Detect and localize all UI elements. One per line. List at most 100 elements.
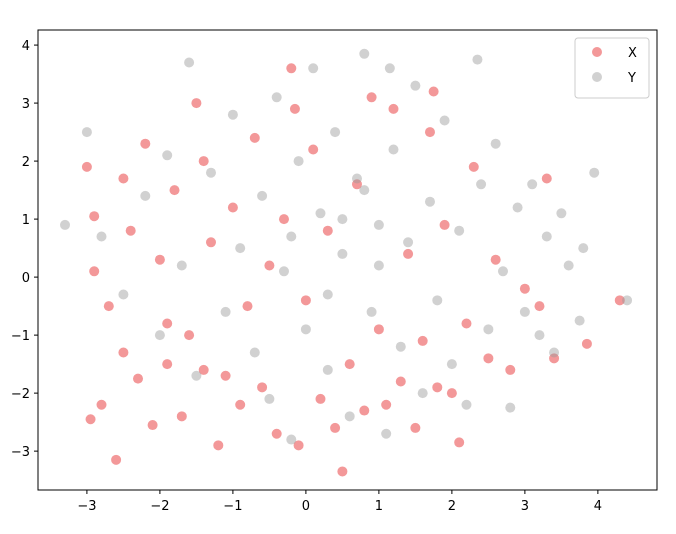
point <box>446 388 457 399</box>
point <box>213 440 224 451</box>
legend-label: X <box>628 46 637 61</box>
x-tick-label: 4 <box>594 499 602 514</box>
point <box>322 289 333 300</box>
point <box>541 173 552 184</box>
x-tick-label: 0 <box>302 499 310 514</box>
point <box>322 225 333 236</box>
point <box>527 179 538 190</box>
point <box>574 315 585 326</box>
point <box>300 324 311 335</box>
point <box>384 63 395 74</box>
point <box>257 382 268 393</box>
y-tick-label: 2 <box>22 155 30 170</box>
point <box>191 370 202 381</box>
point <box>264 393 275 404</box>
point <box>403 248 414 259</box>
point <box>476 179 487 190</box>
point <box>205 237 216 248</box>
point <box>344 359 355 370</box>
point <box>264 260 275 271</box>
point <box>162 150 173 161</box>
point <box>140 138 151 149</box>
point <box>359 185 370 196</box>
point <box>483 324 494 335</box>
point <box>176 411 187 422</box>
point <box>315 208 326 219</box>
x-tick-label: 2 <box>448 499 456 514</box>
point <box>162 359 173 370</box>
point <box>373 324 384 335</box>
point <box>81 127 92 138</box>
point <box>563 260 574 271</box>
point <box>373 260 384 271</box>
point <box>381 428 392 439</box>
point <box>497 266 508 277</box>
point <box>315 393 326 404</box>
point <box>81 161 92 172</box>
point <box>118 289 129 300</box>
point <box>220 306 231 317</box>
point <box>366 92 377 103</box>
x-tick-label: −3 <box>77 499 96 514</box>
point <box>322 364 333 375</box>
points-layer <box>60 48 633 477</box>
point <box>395 376 406 387</box>
point <box>89 266 100 277</box>
x-tick-label: −2 <box>150 499 169 514</box>
point <box>337 248 348 259</box>
point <box>184 330 195 341</box>
point <box>227 109 238 120</box>
y-tick-label: 0 <box>22 271 30 286</box>
x-tick-label: −1 <box>223 499 242 514</box>
point <box>330 422 341 433</box>
point <box>184 57 195 68</box>
point <box>176 260 187 271</box>
point <box>388 144 399 155</box>
point <box>490 254 501 265</box>
point <box>512 202 523 213</box>
point <box>235 243 246 254</box>
point <box>103 301 114 312</box>
point <box>344 411 355 422</box>
plot-frame <box>37 29 658 491</box>
y-tick-label: −1 <box>11 329 30 344</box>
point <box>454 437 465 448</box>
point <box>483 353 494 364</box>
point <box>454 225 465 236</box>
point <box>85 414 96 425</box>
point <box>424 127 435 138</box>
y-tick-label: 3 <box>22 97 30 112</box>
point <box>278 266 289 277</box>
point <box>271 92 282 103</box>
point <box>242 301 253 312</box>
point <box>289 103 300 114</box>
x-tick-label: 1 <box>375 499 383 514</box>
point <box>227 202 238 213</box>
point <box>60 219 71 230</box>
point <box>472 54 483 65</box>
point <box>249 132 260 143</box>
point <box>468 161 479 172</box>
point <box>351 179 362 190</box>
point <box>169 185 180 196</box>
point <box>359 405 370 416</box>
point <box>96 399 107 410</box>
point <box>220 370 231 381</box>
point <box>490 138 501 149</box>
point <box>308 63 319 74</box>
point <box>300 295 311 306</box>
point <box>424 196 435 207</box>
legend: XY <box>574 37 650 99</box>
point <box>118 173 129 184</box>
y-tick-label: −3 <box>11 445 30 460</box>
point <box>198 156 209 167</box>
point <box>549 353 560 364</box>
point <box>519 306 530 317</box>
point <box>337 466 348 477</box>
legend-label: Y <box>627 71 636 86</box>
point <box>439 115 450 126</box>
point <box>286 231 297 242</box>
legend-marker <box>592 47 602 57</box>
point <box>154 330 165 341</box>
point <box>578 243 589 254</box>
